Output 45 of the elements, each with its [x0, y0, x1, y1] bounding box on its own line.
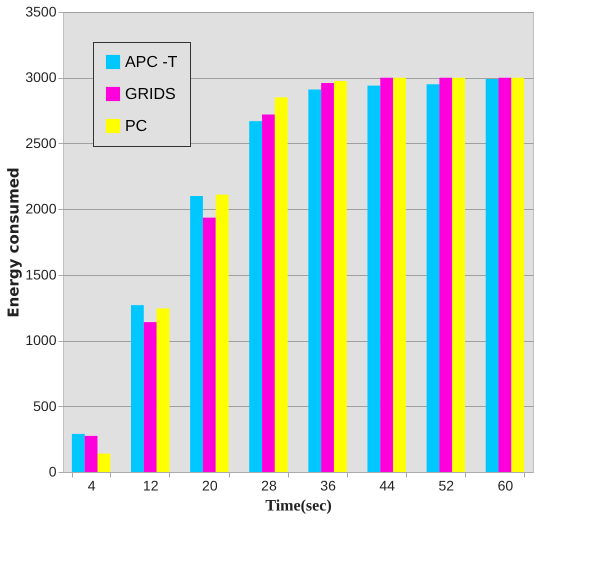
bar	[190, 196, 203, 472]
bar	[308, 90, 322, 472]
y-tick-label: 1500	[25, 266, 57, 282]
bar	[511, 78, 524, 472]
bar	[452, 78, 466, 472]
bar	[202, 218, 216, 472]
legend-label: APC -T	[125, 54, 178, 71]
bar	[144, 322, 157, 472]
x-tick-label: 44	[379, 478, 396, 494]
bar	[486, 79, 499, 472]
bar	[334, 81, 347, 472]
bar	[274, 97, 288, 472]
y-tick-label: 0	[48, 464, 57, 480]
legend-label: GRIDS	[125, 86, 176, 103]
y-tick-label: 2000	[25, 200, 57, 217]
bar	[216, 194, 229, 472]
x-tick-label: 28	[261, 478, 277, 494]
y-tick-label: 2500	[25, 134, 57, 151]
y-tick-label: 3000	[25, 69, 57, 86]
bar	[426, 84, 440, 472]
bar	[249, 121, 262, 472]
bar	[321, 82, 334, 472]
bar	[84, 436, 98, 472]
bar	[262, 114, 275, 472]
x-tick-label: 20	[202, 478, 218, 494]
bar	[380, 78, 394, 472]
y-tick-label: 3500	[25, 4, 57, 20]
y-axis-title: Energy consumed	[4, 167, 22, 318]
bar	[498, 78, 512, 472]
x-tick-label: 36	[320, 478, 336, 494]
bar	[130, 305, 144, 472]
bar	[72, 434, 85, 472]
x-tick-label: 12	[142, 478, 159, 494]
bar	[439, 78, 452, 472]
legend-label: PC	[125, 118, 148, 135]
x-tick-label: 60	[498, 478, 514, 494]
x-tick-label: 4	[88, 478, 96, 494]
bar	[97, 454, 110, 472]
bar	[156, 308, 170, 472]
bar	[393, 78, 406, 472]
y-tick-label: 500	[33, 398, 57, 414]
x-axis-title: Time(sec)	[265, 498, 332, 514]
bar	[367, 86, 380, 472]
y-tick-label: 1000	[25, 332, 57, 348]
x-tick-label: 52	[438, 478, 454, 494]
